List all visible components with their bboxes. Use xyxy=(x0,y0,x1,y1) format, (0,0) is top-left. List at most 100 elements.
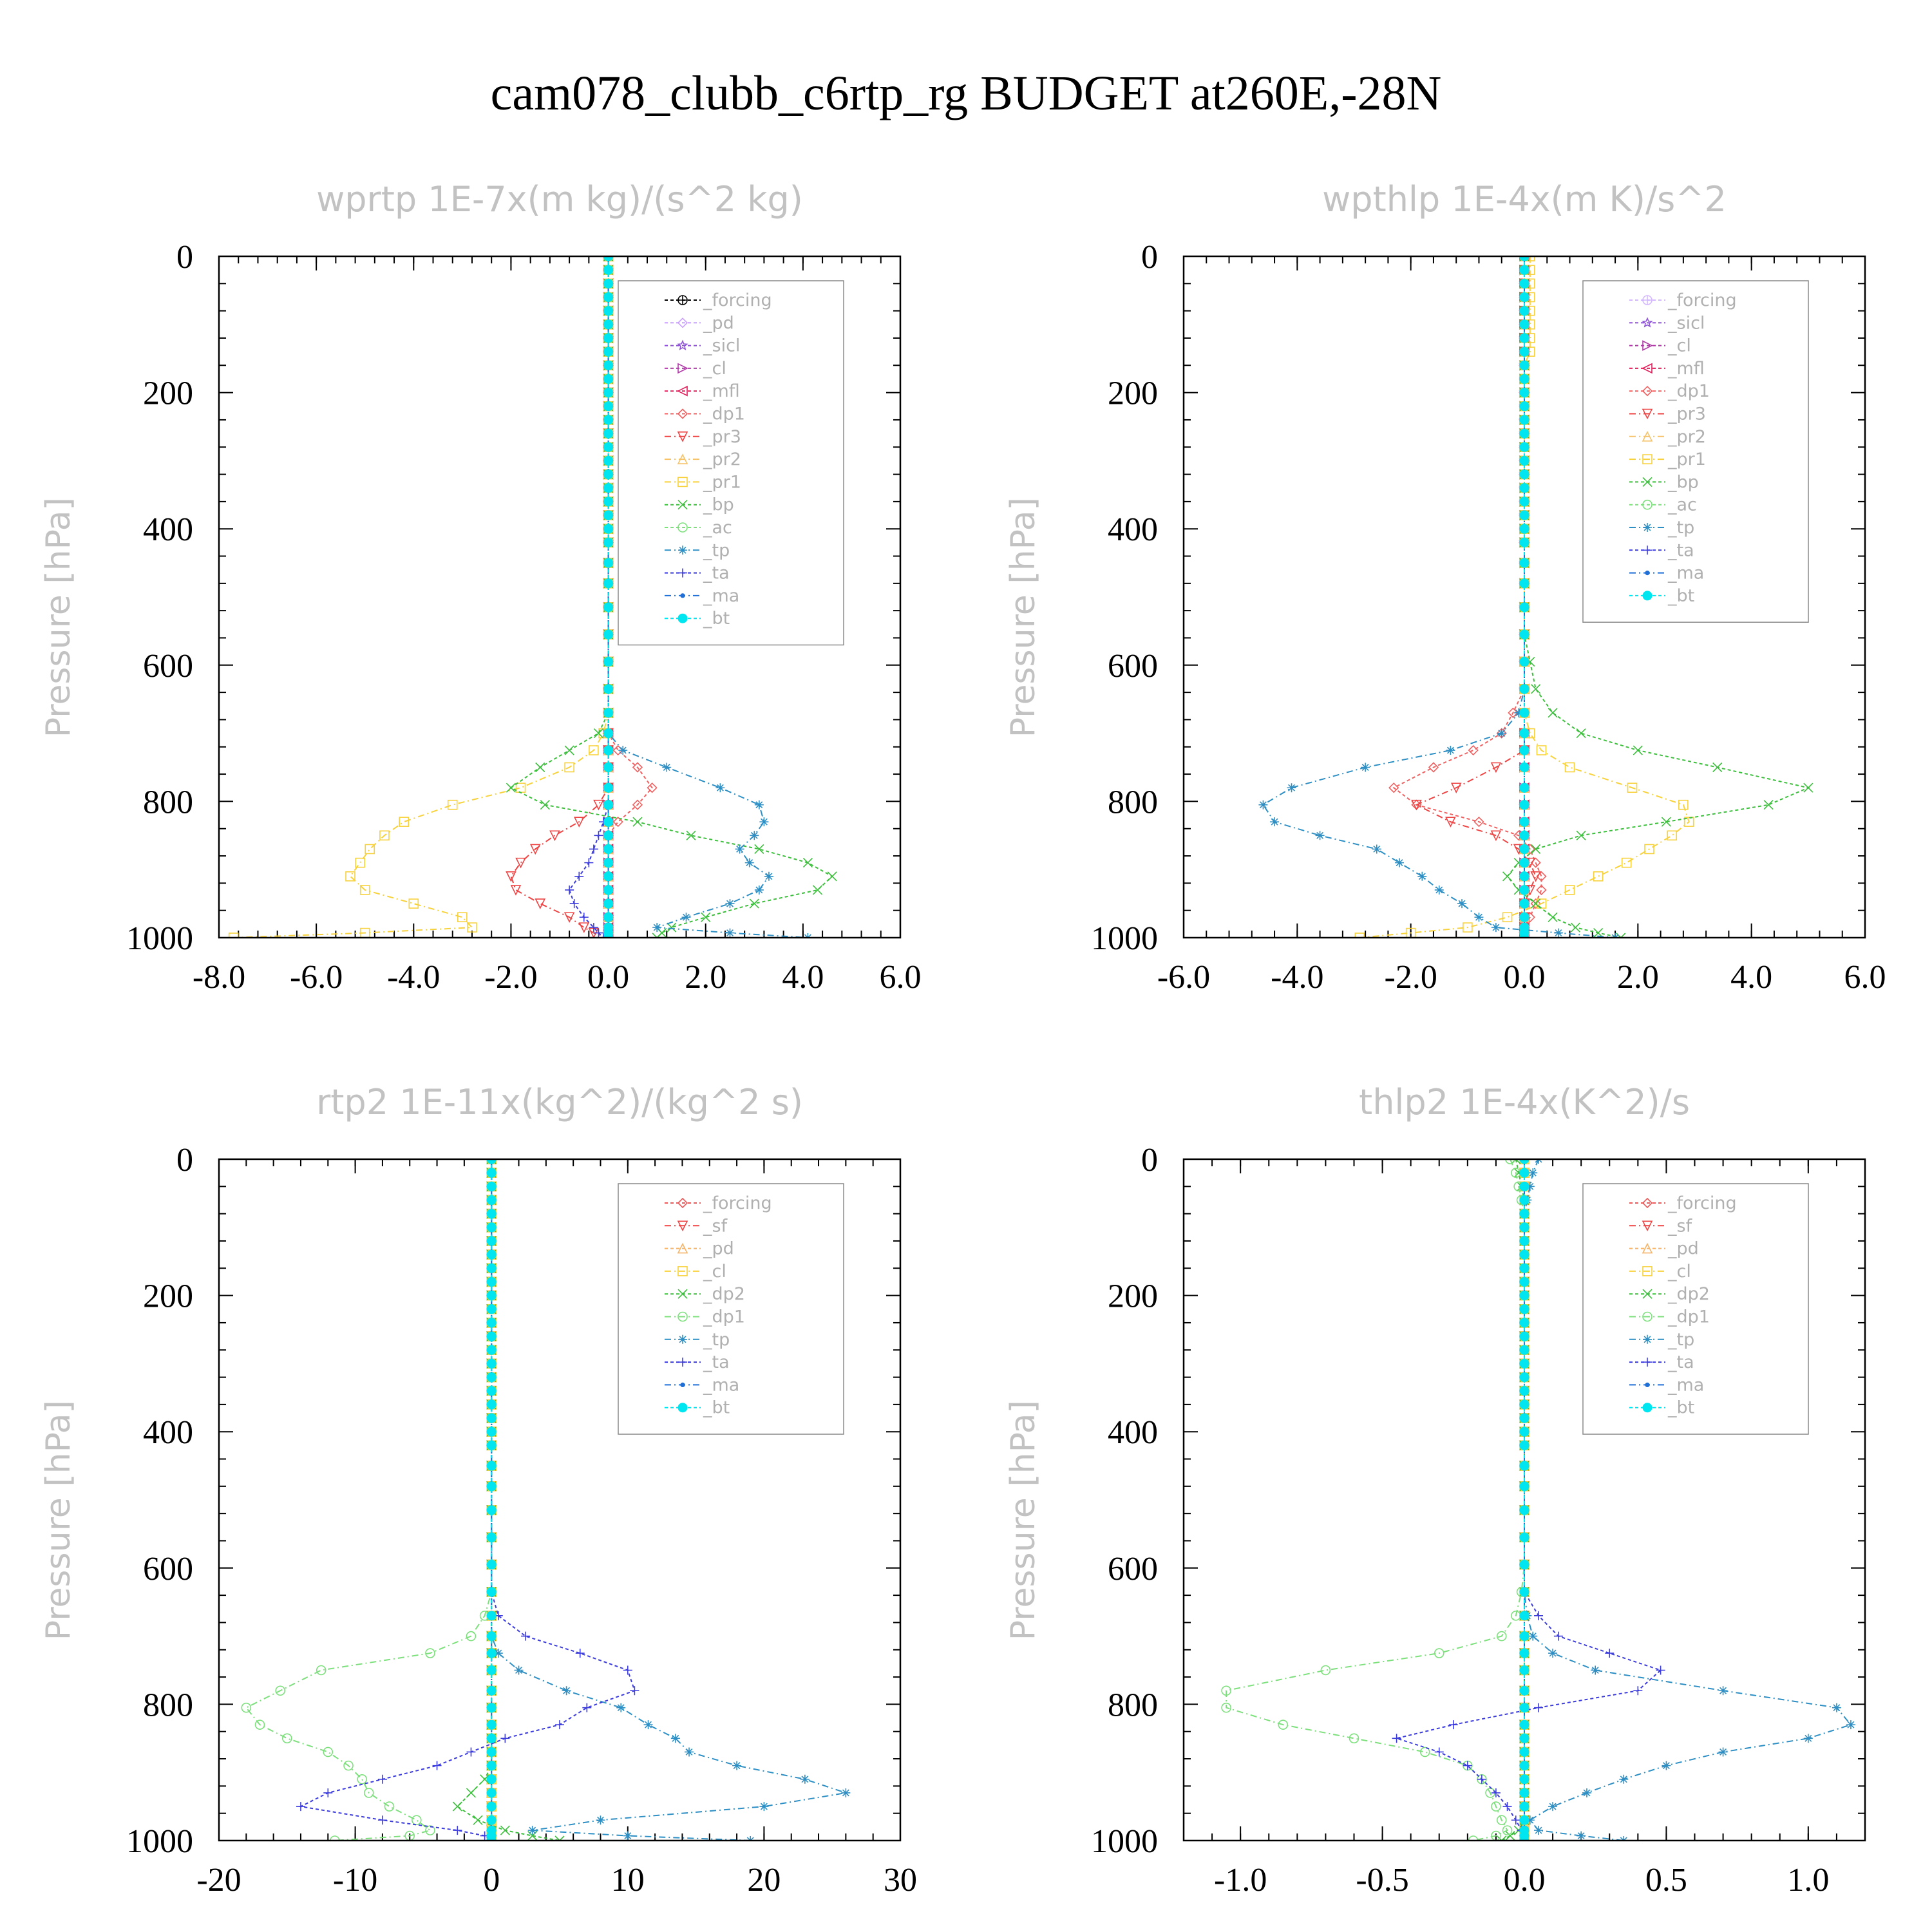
legend-item: _sicl xyxy=(665,336,740,356)
data-point xyxy=(1564,762,1575,773)
data-point xyxy=(667,922,677,933)
data-point xyxy=(1287,783,1296,793)
data-point xyxy=(1519,1318,1530,1328)
data-point xyxy=(457,912,468,923)
data-point xyxy=(1519,844,1530,854)
data-point xyxy=(1490,762,1502,773)
data-point xyxy=(603,415,614,425)
y-tick-label: 800 xyxy=(1108,1687,1158,1723)
legend-label: _tp xyxy=(1667,518,1694,538)
y-tick-label: 600 xyxy=(143,1551,193,1587)
legend-label: _bt xyxy=(1667,586,1694,606)
data-point xyxy=(1519,728,1530,739)
legend-item: _mfl xyxy=(665,381,740,401)
data-point xyxy=(486,1703,497,1713)
data-point xyxy=(486,1631,497,1642)
data-point xyxy=(486,1209,497,1219)
data-point xyxy=(1519,537,1530,547)
data-point xyxy=(1468,1835,1479,1841)
data-point xyxy=(1519,1181,1530,1191)
legend-item: _pd xyxy=(665,313,734,333)
legend-label: _bp xyxy=(703,495,734,515)
data-point xyxy=(1519,469,1530,480)
legend-marker xyxy=(680,1382,685,1388)
data-point xyxy=(1388,782,1399,793)
data-point xyxy=(1803,782,1814,793)
data-point xyxy=(480,1774,490,1785)
legend-item: _forcing xyxy=(1629,1193,1737,1213)
x-tick-label: -4.0 xyxy=(387,959,440,996)
data-point xyxy=(1496,1815,1507,1826)
data-point xyxy=(486,1774,497,1785)
legend-label: _bt xyxy=(703,1398,730,1418)
axis-ticks xyxy=(1183,256,1866,938)
data-point xyxy=(1519,629,1530,639)
data-point xyxy=(1519,1372,1530,1383)
data-point xyxy=(603,858,614,868)
legend-marker xyxy=(1643,1358,1652,1367)
data-point xyxy=(1519,912,1530,922)
panel-title: rtp2 1E-11x(kg^2)/(kg^2 s) xyxy=(316,1082,803,1122)
data-point xyxy=(452,1801,462,1812)
data-point xyxy=(1270,817,1280,827)
data-point xyxy=(1591,1665,1600,1675)
data-point xyxy=(1582,1788,1591,1797)
data-point xyxy=(1534,1611,1544,1620)
legend-item: _ma xyxy=(1629,1375,1704,1395)
data-point xyxy=(1683,817,1694,827)
data-point xyxy=(384,1801,395,1812)
legend-item: _pr1 xyxy=(665,472,741,492)
data-point xyxy=(486,1719,497,1730)
legend-item: _dp1 xyxy=(665,1307,745,1327)
legend-item: _dp2 xyxy=(1629,1284,1710,1304)
axis-ticks xyxy=(1183,1159,1866,1841)
data-point xyxy=(603,510,614,520)
y-tick-label: 1000 xyxy=(126,1823,193,1860)
x-tick-label: -6.0 xyxy=(1157,959,1210,996)
data-point xyxy=(486,1761,497,1771)
plot-frame xyxy=(218,1158,902,1842)
data-point xyxy=(632,799,643,810)
legend: _forcing _sf _pd _cl_dp2 _dp1 _tp_ta _ma _bt xyxy=(1582,1183,1809,1435)
x-tick-label: 2.0 xyxy=(685,959,726,996)
data-point xyxy=(1633,745,1643,755)
legend-marker xyxy=(1642,1403,1653,1413)
data-point xyxy=(296,1802,305,1812)
data-point xyxy=(749,898,759,909)
legend-item: _forcing xyxy=(665,290,772,310)
y-tick-label: 600 xyxy=(143,648,193,685)
data-point xyxy=(1519,1774,1530,1785)
data-point xyxy=(359,885,370,895)
data-point xyxy=(486,1611,497,1621)
data-point xyxy=(1605,1649,1615,1658)
data-point xyxy=(1519,858,1530,868)
data-point xyxy=(1519,933,1530,938)
legend-marker xyxy=(1643,1334,1652,1344)
data-point xyxy=(1832,1703,1841,1712)
data-point xyxy=(1519,1532,1530,1542)
data-point xyxy=(365,844,375,855)
x-tick-label: 0.0 xyxy=(587,959,629,996)
legend-item: _dp1 xyxy=(1629,1307,1710,1327)
legend-label: _ma xyxy=(703,1375,739,1395)
legend-label: _ta xyxy=(1667,1352,1694,1372)
data-point xyxy=(1392,1734,1401,1743)
legend-marker xyxy=(677,613,688,623)
legend-marker xyxy=(1645,570,1650,576)
data-point xyxy=(1718,1747,1728,1757)
data-point xyxy=(500,1825,510,1835)
legend-item: _tp xyxy=(665,1330,730,1350)
legend-marker xyxy=(1642,1311,1653,1322)
data-point xyxy=(1531,898,1541,909)
data-point xyxy=(1519,1386,1530,1396)
x-tick-label: 4.0 xyxy=(1730,959,1772,996)
data-point xyxy=(1519,415,1530,425)
data-point xyxy=(486,1560,497,1570)
data-point xyxy=(1490,830,1502,842)
chart-panel-3: rtp2 1E-11x(kg^2)/(kg^2 s) Pressure [hPa]… xyxy=(39,1082,917,1899)
data-point xyxy=(1519,1560,1530,1570)
legend-item: _pd xyxy=(665,1239,734,1259)
data-point xyxy=(1519,401,1530,412)
data-point xyxy=(1564,885,1575,895)
data-point xyxy=(670,1734,680,1743)
